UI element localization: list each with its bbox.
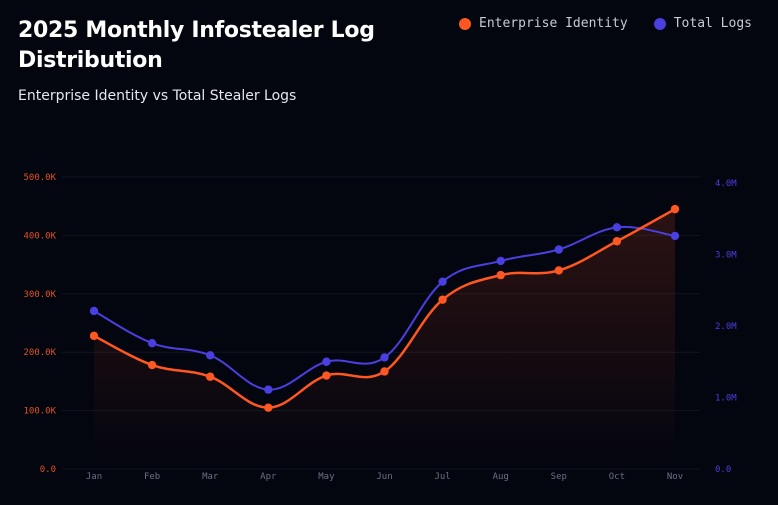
y-right-tick-label: 3.0M [715, 251, 737, 261]
chart-subtitle: Enterprise Identity vs Total Stealer Log… [18, 88, 297, 104]
y-left-tick-label: 200.0K [23, 348, 56, 358]
total-logs-point[interactable] [554, 245, 563, 254]
chart-title: 2025 Monthly Infostealer Log Distributio… [18, 18, 375, 73]
legend-label-enterprise-identity: Enterprise Identity [479, 16, 628, 31]
enterprise-identity-point[interactable] [612, 237, 622, 246]
legend-swatch-enterprise-identity [459, 17, 471, 30]
total-logs-point[interactable] [206, 351, 215, 360]
enterprise-identity-point[interactable] [380, 367, 389, 376]
x-tick-label: Nov [667, 472, 683, 482]
enterprise-identity-point[interactable] [89, 331, 99, 341]
enterprise-identity-point[interactable] [264, 403, 273, 412]
x-tick-label: Jan [86, 472, 102, 482]
y-left-tick-label: 100.0K [23, 407, 56, 417]
total-logs-point[interactable] [612, 223, 622, 232]
enterprise-identity-point[interactable] [496, 270, 505, 280]
legend: Enterprise Identity Total Logs [459, 16, 752, 31]
enterprise-identity-point[interactable] [670, 204, 680, 214]
x-tick-label: Sep [551, 472, 567, 482]
y-right-tick-label: 0.0 [715, 465, 731, 475]
legend-item-enterprise-identity[interactable]: Enterprise Identity [459, 16, 628, 31]
enterprise-identity-area [94, 209, 675, 469]
y-right-tick-label: 4.0M [715, 179, 737, 189]
total-logs-point[interactable] [264, 385, 273, 394]
total-logs-point[interactable] [670, 231, 680, 241]
enterprise-identity-point[interactable] [438, 295, 447, 304]
x-tick-label: Feb [144, 472, 160, 482]
total-logs-point[interactable] [147, 338, 157, 348]
y-left-tick-label: 400.0K [23, 231, 56, 241]
x-tick-label: Mar [202, 472, 219, 482]
y-left-tick-label: 300.0K [23, 290, 56, 300]
x-tick-label: Jun [376, 472, 392, 482]
x-tick-label: Jul [434, 472, 450, 482]
total-logs-point[interactable] [380, 353, 389, 362]
total-logs-point[interactable] [438, 277, 447, 286]
enterprise-identity-point[interactable] [322, 371, 331, 380]
total-logs-point[interactable] [322, 357, 331, 366]
y-left-tick-label: 500.0K [23, 173, 56, 183]
enterprise-identity-point[interactable] [206, 372, 215, 381]
enterprise-identity-point[interactable] [554, 266, 563, 275]
x-tick-label: Oct [609, 472, 625, 482]
enterprise-identity-point[interactable] [147, 360, 157, 370]
x-tick-label: Apr [260, 472, 277, 482]
y-left-tick-label: 0.0 [40, 465, 56, 475]
x-tick-label: May [318, 472, 335, 482]
legend-label-total-logs: Total Logs [673, 16, 752, 31]
legend-item-total-logs[interactable]: Total Logs [653, 16, 752, 31]
y-right-tick-label: 1.0M [715, 394, 737, 404]
legend-swatch-total-logs [653, 17, 666, 30]
total-logs-point[interactable] [496, 256, 505, 266]
x-tick-label: Aug [493, 472, 509, 482]
y-right-tick-label: 2.0M [715, 322, 737, 332]
total-logs-point[interactable] [89, 306, 99, 316]
